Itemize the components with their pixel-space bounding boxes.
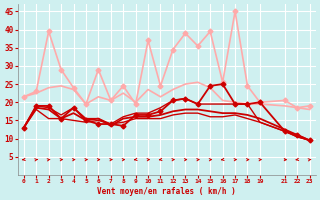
- X-axis label: Vent moyen/en rafales ( km/h ): Vent moyen/en rafales ( km/h ): [97, 187, 236, 196]
